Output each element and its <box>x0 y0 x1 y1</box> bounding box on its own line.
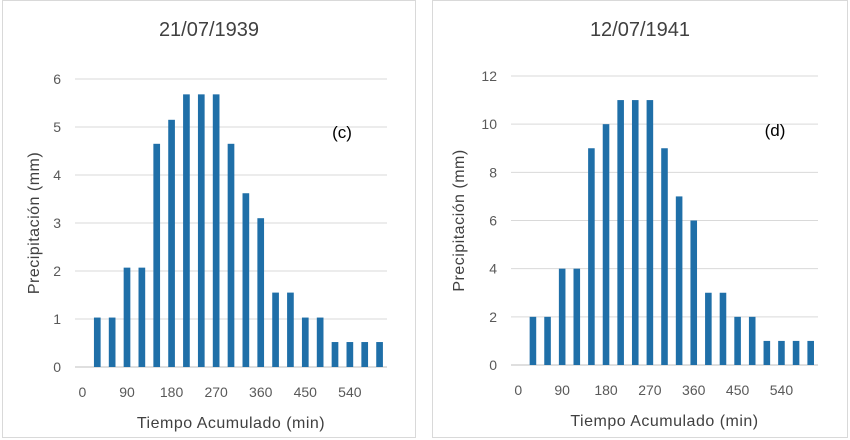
y-tick-label: 10 <box>481 116 497 132</box>
y-tick-label: 1 <box>53 311 61 327</box>
bar <box>602 124 610 366</box>
y-tick-label: 5 <box>53 119 61 135</box>
chart-title: 12/07/1941 <box>589 19 691 41</box>
x-axis-title: Tiempo Acumulado (min) <box>137 415 325 432</box>
bar <box>257 218 265 367</box>
x-tick-label: 0 <box>514 382 522 398</box>
bar <box>573 268 581 365</box>
y-tick-label: 6 <box>53 71 61 87</box>
bar <box>197 94 205 368</box>
chart-title: 21/07/1939 <box>158 19 260 41</box>
bar <box>242 193 250 367</box>
y-axis-title: Precipitación (mm) <box>26 152 43 294</box>
y-axis-title: Precipitación (mm) <box>451 149 468 291</box>
y-tick-label: 0 <box>53 359 61 375</box>
bar <box>272 292 279 367</box>
bar <box>807 340 814 365</box>
bar <box>376 342 383 367</box>
bar <box>287 292 294 367</box>
x-tick-label: 180 <box>160 384 184 400</box>
bar <box>212 94 220 368</box>
x-tick-label: 270 <box>204 384 228 400</box>
bar <box>123 267 131 367</box>
bar <box>108 317 116 367</box>
y-tick-label: 2 <box>489 309 497 325</box>
bar <box>153 143 161 367</box>
x-tick-label: 180 <box>594 382 618 398</box>
x-tick-label: 450 <box>294 384 318 400</box>
bar <box>778 340 785 365</box>
bar <box>361 342 369 367</box>
bar <box>719 292 727 365</box>
x-tick-label: 360 <box>249 384 273 400</box>
bar <box>346 342 354 367</box>
panel-label: (d) <box>765 121 786 140</box>
x-tick-label: 0 <box>79 384 87 400</box>
bar <box>331 342 339 367</box>
y-tick-label: 4 <box>489 261 497 277</box>
bar <box>558 268 566 365</box>
y-tick-label: 8 <box>489 164 497 180</box>
bar <box>168 119 175 367</box>
bar <box>792 340 800 365</box>
bar <box>661 148 668 365</box>
bar <box>529 316 537 365</box>
bar <box>588 148 595 365</box>
x-tick-label: 360 <box>682 382 706 398</box>
y-tick-label: 4 <box>53 167 61 183</box>
bar <box>316 317 324 367</box>
chart-panel-d: 12/07/1941 0 2 4 6 8 10 12 0 90 180 270 360 450 540 Ti… <box>432 0 848 438</box>
bar <box>734 316 741 365</box>
bar <box>690 220 698 365</box>
x-tick-label: 540 <box>770 382 794 398</box>
x-tick-label: 270 <box>638 382 662 398</box>
bar <box>544 316 551 365</box>
bar <box>705 292 712 365</box>
x-tick-label: 90 <box>554 382 570 398</box>
x-tick-label: 540 <box>338 384 362 400</box>
bar <box>301 317 309 367</box>
y-tick-label: 0 <box>489 357 497 373</box>
bar <box>138 267 146 367</box>
chart-c-plot: 0 1 2 3 4 5 6 0 90 180 270 360 450 540 Tiempo Acumulad… <box>26 71 387 432</box>
y-tick-label: 6 <box>489 213 497 229</box>
panel-label: (c) <box>332 123 352 142</box>
bar <box>617 100 624 365</box>
x-axis-title: Tiempo Acumulado (min) <box>570 413 758 430</box>
y-tick-label: 3 <box>53 215 61 231</box>
bar <box>675 196 683 365</box>
bar <box>93 317 101 367</box>
y-tick-label: 2 <box>53 263 61 279</box>
bar <box>748 316 756 365</box>
chart-panel-c: 21/07/1939 0 1 2 3 4 5 6 0 90 180 270 360 450 540 Tiem… <box>2 0 416 438</box>
x-tick-label: 90 <box>119 384 135 400</box>
bar <box>183 94 190 368</box>
bar <box>631 100 639 365</box>
bar <box>227 143 235 367</box>
bar <box>646 100 654 365</box>
chart-d-plot: 0 2 4 6 8 10 12 0 90 180 270 360 450 540 Tiempo Acumul… <box>451 68 818 430</box>
x-tick-label: 450 <box>726 382 750 398</box>
y-tick-label: 12 <box>481 68 497 84</box>
bar <box>763 340 771 365</box>
